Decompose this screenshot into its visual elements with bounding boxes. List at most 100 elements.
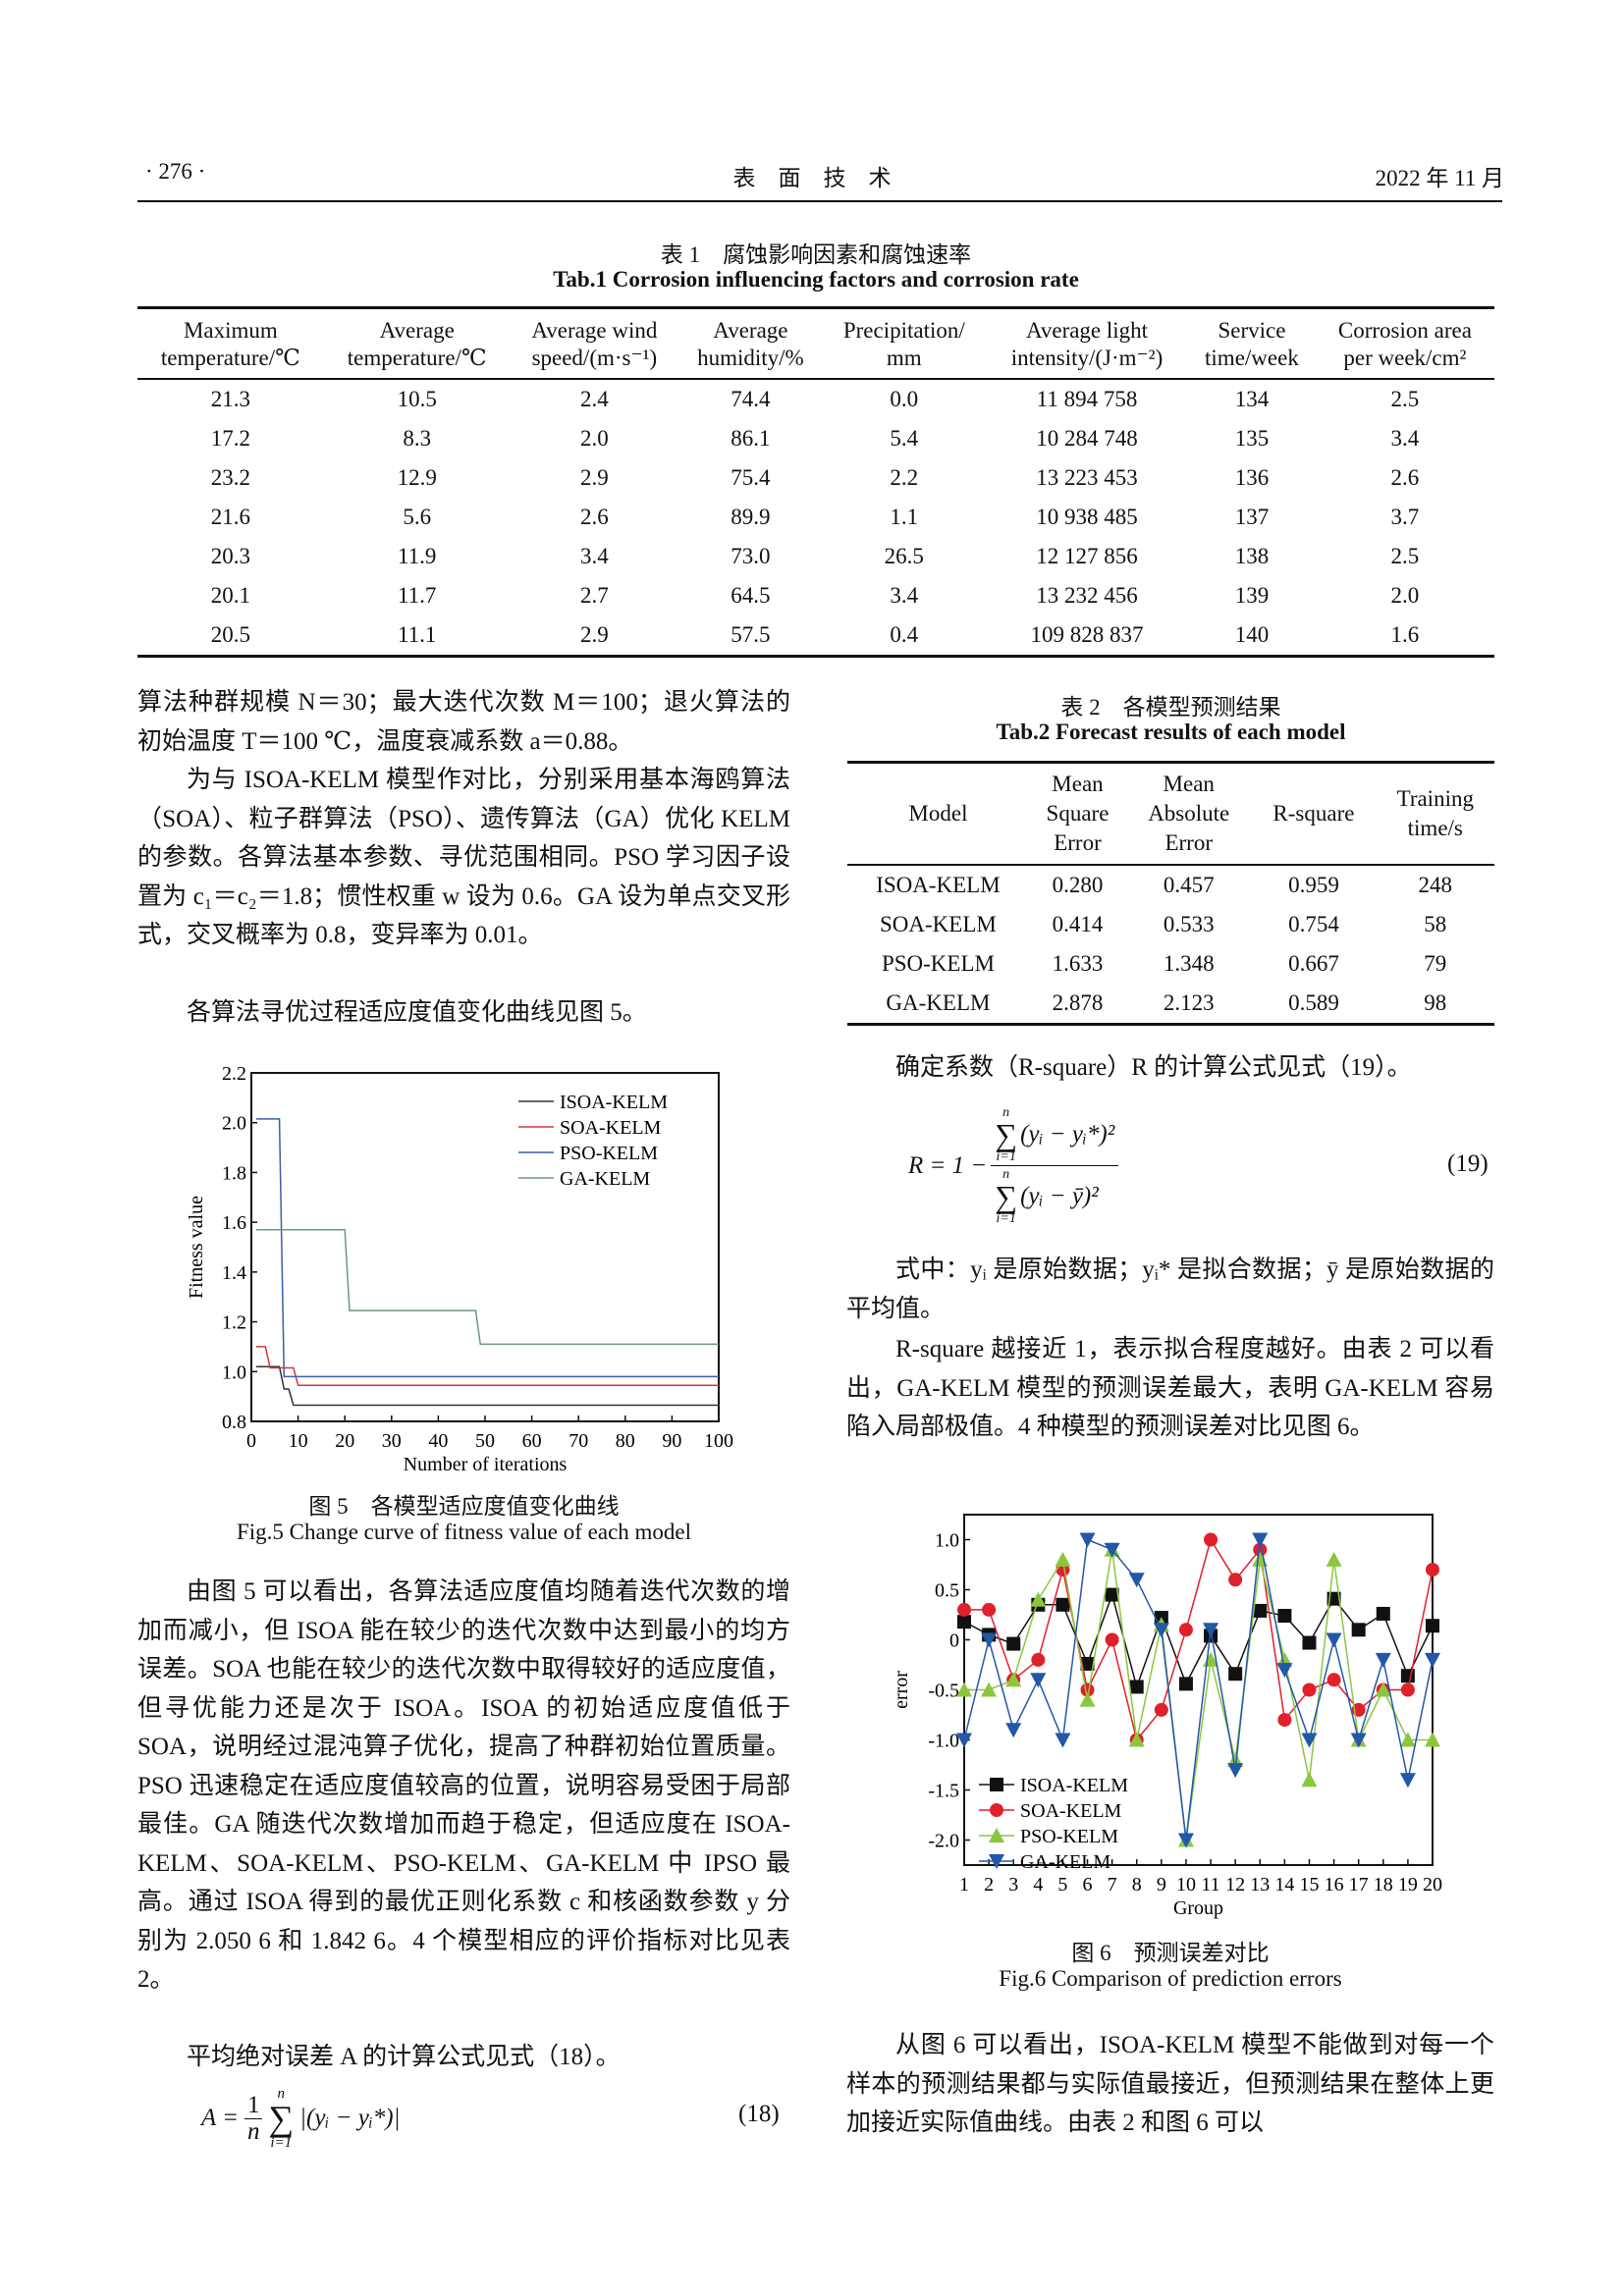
data-point-circle [1253,1542,1268,1557]
table-cell: 5.6 [403,505,432,529]
equation-19: R = 1 − n ∑ i=1 (yᵢ − yᵢ*)² n ∑ i=1 (yᵢ − ȳ)… [908,1099,1119,1232]
right-paragraph-2: 式中：yᵢ 是原始数据；yᵢ* 是拟合数据；ȳ 是原始数据的平均值。 [846,1251,1494,1328]
x-tick-label: 13 [1250,1874,1270,1896]
table-cell: 135 [1234,426,1270,451]
data-point-square [1277,1609,1292,1624]
y-tick-label: 2.0 [222,1113,246,1135]
column-header-line: Service [1218,318,1286,343]
table1-caption-en: Tab.1 Corrosion influencing factors and … [553,267,1079,292]
data-point-circle [957,1602,971,1617]
x-tick-label: 20 [1423,1874,1442,1896]
table-cell: 3.4 [1390,426,1420,451]
table-cell: 3.4 [890,583,919,608]
table-cell: 0.4 [890,622,919,647]
table1-corrosion-factors: Maximum temperature/℃ Average temperature/℃… [137,306,1494,658]
column-header: Maximum temperature/℃ [137,307,324,380]
data-point-triangle-up [1301,1772,1318,1788]
issue-date: 2022 年 11 月 [1375,166,1504,190]
table-row: 20.3 11.9 3.4 73.0 26.5 12 127 856 138 2.5 [137,537,1494,576]
x-tick-label: 11 [1201,1874,1219,1896]
column-header-line: speed/(m·s⁻¹) [531,346,658,370]
table-cell: 20.1 [210,583,251,608]
y-tick-label: 1.6 [222,1212,246,1234]
data-point-triangle-down [1227,1763,1244,1779]
table-cell: 2.6 [580,505,609,529]
table-cell: 13 232 456 [1036,583,1138,608]
table-cell: 64.5 [731,583,771,608]
journal-name: 表 面 技 术 [732,166,892,190]
column-header-line: Error [1164,830,1213,855]
column-header-line: humidity/% [697,346,804,370]
column-header-line: R-square [1272,801,1355,826]
table-cell: 2.2 [890,465,919,490]
x-tick-label: 9 [1157,1874,1166,1896]
table-cell: 10 284 748 [1036,426,1138,451]
table-cell: 89.9 [731,505,771,529]
table-cell: 23.2 [210,465,251,490]
column-header-line: Corrosion area [1337,318,1472,343]
column-header: Corrosion area per week/cm² [1315,307,1494,380]
data-point-triangle-down [956,1733,972,1748]
data-point-triangle-down [1055,1733,1071,1748]
data-point-triangle-down [1005,1723,1022,1738]
legend-marker-triangle-up [989,1828,1004,1842]
eq19-number: (19) [1447,1150,1489,1177]
data-point-triangle-up [1005,1672,1022,1687]
x-tick-label: 10 [1176,1874,1196,1896]
y-tick-label: 1.0 [935,1530,959,1552]
table-cell: 3.7 [1390,505,1420,529]
table-cell: 2.5 [1390,544,1420,568]
right-paragraph-4-text: 从图 6 可以看出，ISOA-KELM 模型不能做到对每一个样本的预测结果都与实… [846,2032,1494,2136]
data-point-square [1056,1597,1070,1612]
table-cell: SOA-KELM [880,912,997,936]
x-axis-label: Number of iterations [404,1454,568,1475]
table-cell: 0.280 [1052,873,1104,897]
x-tick-label: 20 [335,1430,354,1452]
fig6-caption-en: Fig.6 Comparison of prediction errors [999,1966,1342,1991]
table-cell: 140 [1234,622,1270,647]
column-header-line: per week/cm² [1343,346,1467,370]
data-point-triangle-up [1425,1732,1440,1747]
column-header: Mean Absolute Error [1126,762,1252,866]
data-point-triangle-down [1128,1573,1145,1588]
fig6-prediction-error-chart: 1 2 3 4 5 6 7 8 9 10 11 12 13 14 15 16 17 18 19 20-2.0-1.5-… [891,1514,1442,1919]
fig6-caption-cn: 图 6 预测误差对比 [1071,1941,1270,1965]
x-tick-label: 18 [1374,1874,1393,1896]
eq19-sum-bottom: i=1 [996,1211,1016,1226]
table-cell: 0.457 [1163,873,1215,897]
table-cell: 0.754 [1288,912,1339,936]
left-paragraph-2: 为与 ISOA-KELM 模型作对比，分别采用基本海鸥算法（SOA）、粒子群算法… [137,761,790,955]
table-row: SOA-KELM 0.414 0.533 0.754 58 [847,905,1494,944]
column-header-line: time/week [1205,346,1299,370]
data-point-triangle-down [1276,1663,1293,1679]
legend-label: SOA-KELM [560,1117,662,1139]
y-tick-label: 0.5 [935,1580,959,1602]
table-cell: 10.5 [397,387,437,411]
column-header-line: Mean [1052,772,1104,796]
left-paragraph-2-text: 为与 ISOA-KELM 模型作对比，分别采用基本海鸥算法（SOA）、粒子群算法… [137,767,790,948]
column-header: Service time/week [1188,307,1316,380]
x-tick-label: 40 [428,1430,448,1452]
x-tick-label: 100 [704,1430,733,1452]
fig5-caption-en: Fig.5 Change curve of fitness value of e… [236,1520,692,1544]
eq19-numerator-body: (yᵢ − yᵢ*)² [1020,1121,1115,1148]
y-tick-label: 0 [949,1630,959,1652]
page-number: · 276 · [145,159,206,184]
data-point-square [1351,1623,1366,1637]
legend-label: ISOA-KELM [1020,1775,1128,1796]
data-point-triangle-up [1326,1551,1342,1567]
data-point-triangle-up [956,1682,972,1697]
column-header-line: temperature/℃ [160,346,300,370]
x-tick-label: 12 [1225,1874,1245,1896]
table-cell: 5.4 [890,426,919,451]
legend-marker-square [990,1778,1003,1791]
table-row: 20.5 11.1 2.9 57.5 0.4 109 828 837 140 1.6 [137,615,1494,657]
column-header-line: Precipitation/ [842,318,965,343]
table-cell: 98 [1424,990,1447,1015]
data-point-square [1105,1587,1119,1602]
data-point-circle [1228,1573,1243,1587]
table-cell: 12.9 [397,465,437,490]
table-cell: 1.1 [890,505,919,529]
equation-18: A = 1 n n ∑ i=1 |(yᵢ − yᵢ*)| [201,2079,401,2158]
